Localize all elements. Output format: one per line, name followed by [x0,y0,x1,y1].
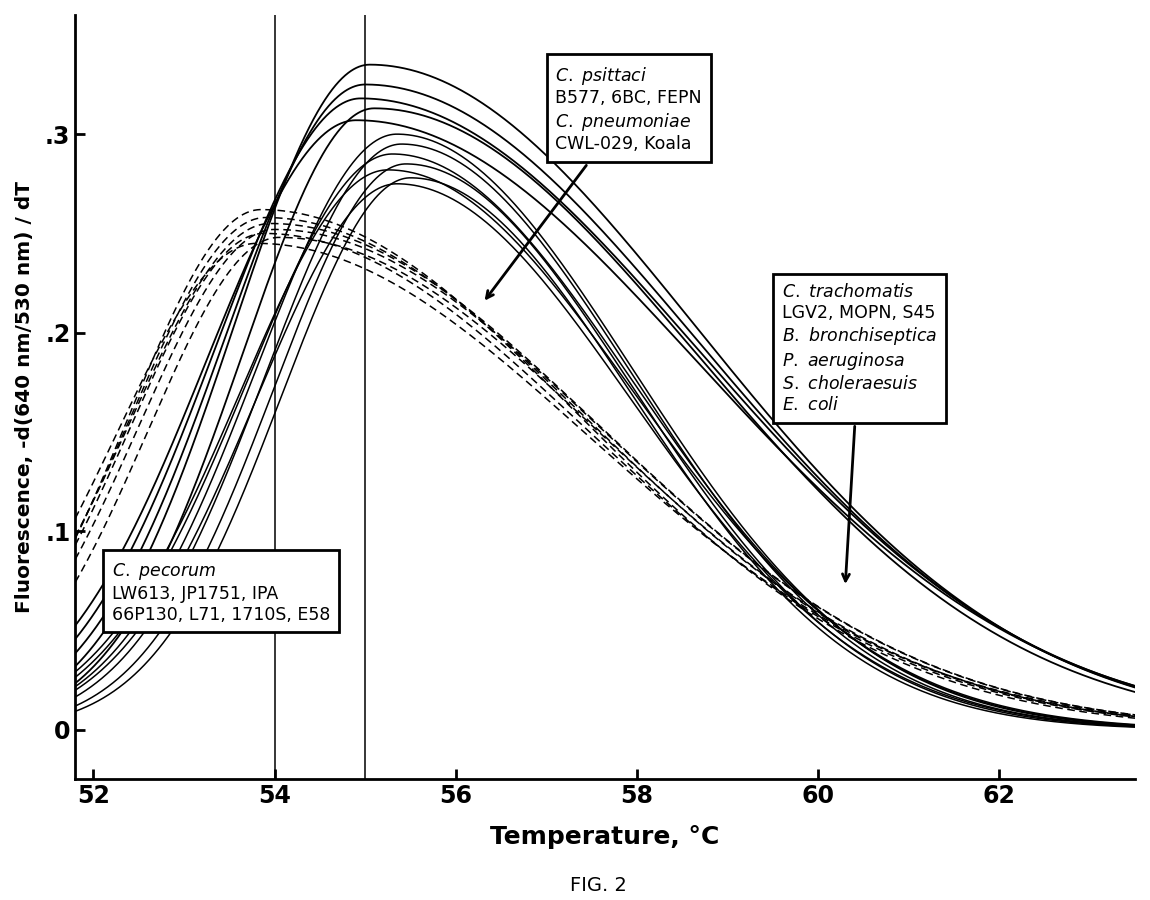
X-axis label: Temperature, °C: Temperature, °C [491,825,720,849]
Text: $\bf{\it{C.\ pecorum}}$
LW613, JP1751, IPA
66P130, L71, 1710S, E58: $\bf{\it{C.\ pecorum}}$ LW613, JP1751, I… [112,561,330,624]
Y-axis label: Fluorescence, -d(640 nm/530 nm) / dT: Fluorescence, -d(640 nm/530 nm) / dT [15,181,34,613]
Text: FIG. 2: FIG. 2 [569,876,627,895]
Text: $\bf{\it{C.\ trachomatis}}$
LGV2, MOPN, S45
$\bf{\it{B.\ bronchiseptica}}$
$\bf{: $\bf{\it{C.\ trachomatis}}$ LGV2, MOPN, … [782,284,937,581]
Text: $\bf{\it{C.\ psittaci}}$
B577, 6BC, FEPN
$\bf{\it{C.\ pneumoniae}}$
CWL-029, Koa: $\bf{\it{C.\ psittaci}}$ B577, 6BC, FEPN… [486,65,702,298]
